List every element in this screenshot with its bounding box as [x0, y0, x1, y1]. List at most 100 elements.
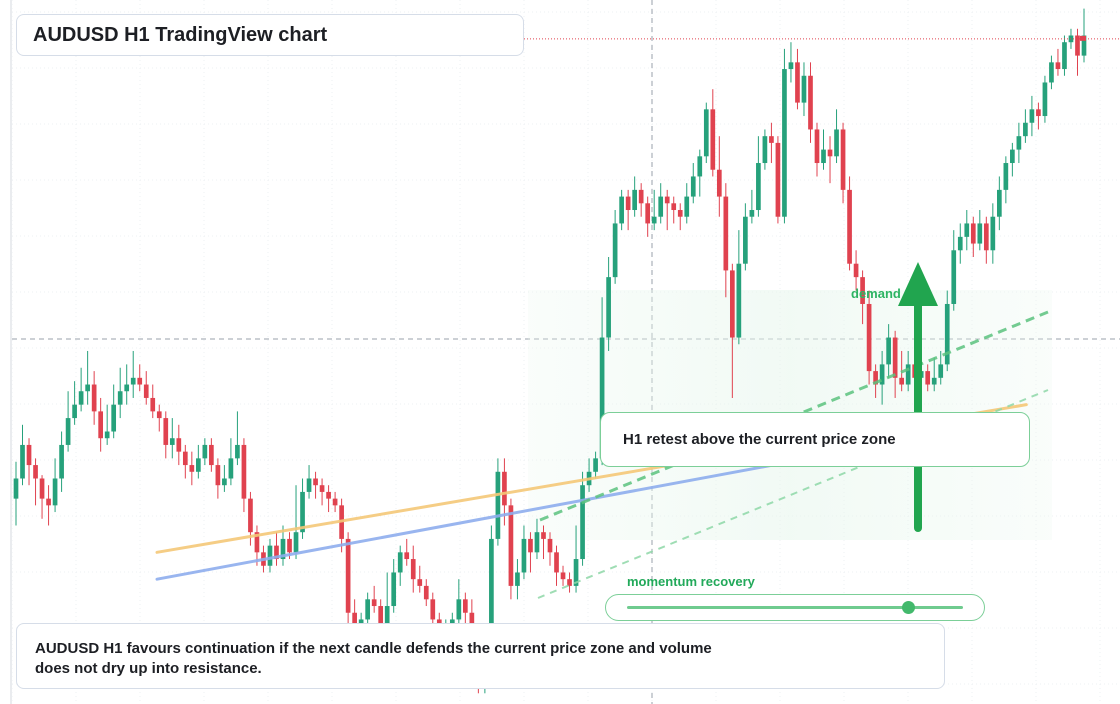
- candle-body: [26, 444, 32, 466]
- candle: [195, 444, 201, 479]
- candle-body: [280, 538, 286, 560]
- candle: [26, 438, 32, 486]
- candle-body: [541, 532, 546, 539]
- candle-body: [729, 270, 735, 338]
- candle-body: [85, 384, 90, 392]
- candle-body: [508, 505, 514, 586]
- candle-body: [1016, 136, 1022, 150]
- candle-body: [215, 465, 221, 486]
- candle-body: [925, 371, 931, 385]
- candle-body: [723, 196, 729, 271]
- candle-body: [313, 478, 318, 486]
- candle: [677, 203, 683, 231]
- candle: [169, 418, 175, 459]
- momentum-slider-knob[interactable]: [901, 601, 915, 614]
- candle-body: [1003, 163, 1009, 190]
- candle-body: [130, 377, 136, 385]
- candle-body: [1062, 42, 1067, 70]
- candle-body: [645, 203, 651, 224]
- candle: [612, 210, 618, 284]
- candle-body: [456, 599, 462, 620]
- candle: [534, 518, 540, 560]
- candle-body: [716, 169, 722, 197]
- candle-body: [547, 538, 553, 553]
- candle: [182, 444, 188, 479]
- candle: [697, 149, 703, 197]
- retest-callout: H1 retest above the current price zone: [600, 412, 1030, 467]
- candle-body: [228, 458, 234, 479]
- candle-body: [528, 538, 533, 553]
- candle-body: [795, 62, 800, 103]
- momentum-slider-track[interactable]: [627, 606, 963, 609]
- candle-body: [189, 465, 195, 472]
- candle-body: [117, 391, 123, 405]
- candle: [371, 585, 377, 613]
- candle-body: [782, 69, 787, 217]
- candlestick-series: [13, 8, 1087, 694]
- candle-body: [684, 196, 690, 217]
- candle: [938, 350, 944, 385]
- candle-body: [104, 431, 110, 439]
- candle: [326, 485, 331, 513]
- candle: [215, 458, 221, 499]
- candle: [515, 559, 520, 600]
- candle-body: [46, 498, 51, 506]
- candle-body: [91, 384, 97, 412]
- candle-body: [521, 538, 527, 573]
- momentum-label: momentum recovery: [627, 574, 755, 589]
- candle-body: [378, 606, 384, 627]
- candle: [847, 176, 852, 271]
- candle-body: [371, 599, 377, 607]
- candle-body: [638, 189, 644, 204]
- momentum-slider[interactable]: [605, 594, 985, 621]
- candle-body: [59, 444, 64, 479]
- candle-body: [938, 364, 944, 378]
- candle-body: [222, 478, 227, 486]
- candle: [130, 350, 136, 398]
- candle: [638, 183, 644, 217]
- candle-body: [664, 196, 670, 204]
- candle: [879, 350, 885, 405]
- candle: [46, 485, 51, 526]
- candle-body: [241, 444, 247, 499]
- candle: [430, 592, 436, 627]
- candle-body: [847, 189, 852, 264]
- candle: [983, 216, 989, 264]
- candle: [189, 451, 195, 486]
- candle: [834, 109, 839, 164]
- candle: [156, 404, 162, 432]
- candle-body: [827, 149, 833, 157]
- candle: [150, 384, 156, 419]
- candle-body: [306, 478, 312, 492]
- candle-body: [332, 498, 338, 506]
- candle-body: [697, 156, 703, 177]
- candle-body: [195, 458, 201, 472]
- candle: [775, 136, 781, 224]
- candle: [821, 129, 826, 170]
- candle-body: [502, 471, 507, 506]
- candle-body: [391, 572, 397, 607]
- candle: [111, 384, 117, 439]
- candle: [593, 451, 598, 479]
- analysis-note-box: AUDUSD H1 favours continuation if the ne…: [16, 623, 945, 689]
- candle-body: [287, 538, 292, 553]
- candle: [795, 48, 800, 110]
- candle-body: [515, 572, 520, 586]
- candle-body: [625, 196, 631, 211]
- candle-body: [248, 498, 253, 533]
- candle-body: [671, 203, 677, 211]
- candle-body: [1036, 109, 1041, 117]
- candle: [20, 424, 25, 486]
- candle: [163, 411, 169, 459]
- candle: [931, 357, 937, 392]
- candle: [632, 176, 638, 217]
- candle: [853, 250, 859, 291]
- candle-body: [52, 478, 58, 506]
- candle: [384, 572, 390, 633]
- candle-body: [944, 303, 950, 365]
- candle: [1062, 35, 1067, 76]
- candle: [78, 367, 84, 412]
- candle-body: [821, 149, 826, 164]
- candle: [925, 364, 931, 392]
- candle-body: [65, 418, 71, 445]
